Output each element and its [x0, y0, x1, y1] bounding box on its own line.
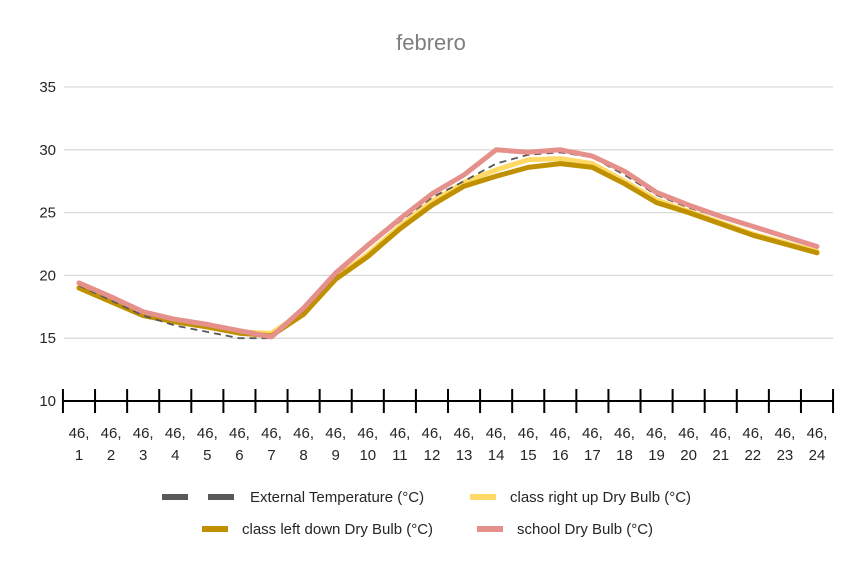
x-tick-label: 46, 9 [325, 425, 346, 464]
x-tick-label: 46, 10 [357, 425, 378, 464]
x-tick-label: 46, 19 [646, 425, 667, 464]
chart-title: febrero [396, 30, 466, 55]
x-tick-label: 46, 18 [614, 425, 635, 464]
legend-label: class right up Dry Bulb (°C) [510, 489, 691, 506]
x-tick-label: 46, 17 [582, 425, 603, 464]
series-line-0 [78, 151, 818, 340]
x-tick-label: 46, 5 [197, 425, 218, 464]
x-tick-label: 46, 13 [454, 425, 475, 464]
y-tick-label: 20 [39, 267, 56, 284]
legend-label: class left down Dry Bulb (°C) [242, 521, 433, 538]
x-tick-label: 46, 11 [389, 425, 410, 464]
x-tick-label: 46, 1 [69, 425, 90, 464]
x-tick-label: 46, 20 [678, 425, 699, 464]
legend: External Temperature (°C) class right up … [162, 489, 691, 538]
x-tick-label: 46, 14 [486, 425, 507, 464]
y-tick-label: 25 [39, 205, 56, 222]
x-tick-label: 46, 16 [550, 425, 571, 464]
x-axis: 46, 1 46, 2 46, 3 46, 4 46, 5 46, 6 46, 7 46, 8 46, 9 46, 1… [61, 389, 835, 464]
x-tick-label: 46, 6 [229, 425, 250, 464]
gridlines [64, 86, 833, 339]
y-tick-label: 10 [39, 393, 56, 410]
legend-label: External Temperature (°C) [250, 489, 424, 506]
series-layer [76, 147, 820, 340]
x-tick-label: 46, 7 [261, 425, 282, 464]
legend-label: school Dry Bulb (°C) [517, 521, 653, 538]
x-tick-label: 46, 21 [710, 425, 731, 464]
y-tick-label: 30 [39, 142, 56, 159]
x-tick-label: 46, 24 [807, 425, 828, 464]
x-tick-label: 46, 15 [518, 425, 539, 464]
y-axis-ticks: 10 15 20 25 30 35 [39, 79, 56, 410]
x-tick-label: 46, 23 [774, 425, 795, 464]
x-tick-label: 46, 22 [742, 425, 763, 464]
y-tick-label: 15 [39, 330, 56, 347]
x-tick-label: 46, 2 [101, 425, 122, 464]
series-line-3 [76, 147, 820, 340]
x-tick-label: 46, 4 [165, 425, 186, 464]
x-tick-label: 46, 3 [133, 425, 154, 464]
x-tick-label: 46, 12 [422, 425, 443, 464]
x-tick-label: 46, 8 [293, 425, 314, 464]
y-tick-label: 35 [39, 79, 56, 96]
